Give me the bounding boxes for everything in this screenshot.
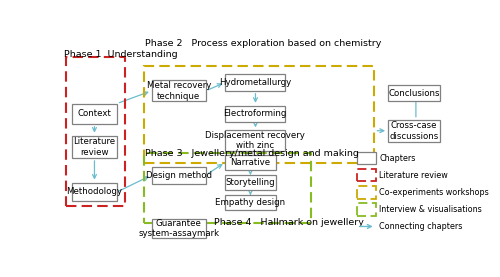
Text: Context: Context [78, 109, 112, 118]
Text: Electroforming: Electroforming [224, 109, 287, 118]
Text: Chapters: Chapters [380, 154, 416, 163]
FancyBboxPatch shape [72, 104, 117, 124]
FancyBboxPatch shape [225, 74, 286, 91]
FancyBboxPatch shape [357, 152, 376, 165]
Text: Literature review: Literature review [380, 171, 448, 180]
Text: Design method: Design method [146, 171, 212, 179]
FancyBboxPatch shape [225, 195, 276, 210]
Text: Metal recovery
technique: Metal recovery technique [146, 81, 211, 101]
Text: Empathy design: Empathy design [216, 198, 286, 207]
FancyBboxPatch shape [152, 219, 206, 238]
Text: Literature
review: Literature review [74, 137, 116, 157]
Text: Connecting chapters: Connecting chapters [380, 222, 463, 231]
Text: Phase 4   Hallmark on jewellery: Phase 4 Hallmark on jewellery [214, 218, 364, 227]
FancyBboxPatch shape [72, 136, 117, 158]
FancyBboxPatch shape [225, 106, 286, 122]
Text: Narrative: Narrative [230, 158, 270, 167]
Text: Conclusions: Conclusions [388, 89, 440, 98]
Text: Co-experiments workshops: Co-experiments workshops [380, 188, 489, 197]
FancyBboxPatch shape [152, 166, 206, 184]
FancyBboxPatch shape [72, 183, 117, 201]
Text: Hydrometallurgy: Hydrometallurgy [219, 78, 292, 87]
Text: Cross-case
discussions: Cross-case discussions [390, 121, 439, 140]
Text: Displacement recovery
with zinc: Displacement recovery with zinc [206, 131, 305, 150]
FancyBboxPatch shape [225, 175, 276, 190]
Text: Guarantee
system-assaymark: Guarantee system-assaymark [138, 219, 220, 238]
Text: Methodology: Methodology [66, 187, 122, 196]
FancyBboxPatch shape [152, 80, 206, 101]
FancyBboxPatch shape [225, 130, 286, 151]
Text: Phase 2   Process exploration based on chemistry: Phase 2 Process exploration based on che… [145, 39, 382, 48]
FancyBboxPatch shape [225, 155, 276, 170]
Text: Interview & visualisations: Interview & visualisations [380, 205, 482, 214]
Text: Phase 1  Understanding: Phase 1 Understanding [64, 50, 178, 59]
FancyBboxPatch shape [388, 86, 440, 101]
FancyBboxPatch shape [388, 120, 440, 142]
Text: Storytelling: Storytelling [226, 178, 275, 187]
Text: Phase 3   Jewellery/metal design and making: Phase 3 Jewellery/metal design and makin… [145, 149, 359, 158]
